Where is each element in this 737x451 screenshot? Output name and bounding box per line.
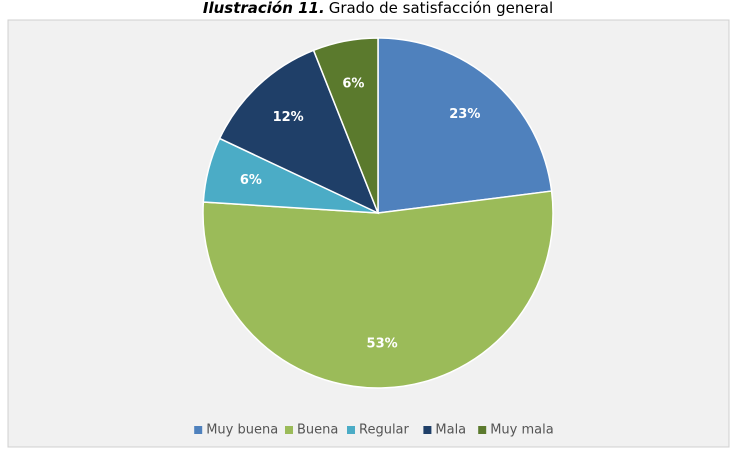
pie-slice [218,49,380,215]
chart-title: Ilustración 11. Grado de satisfacción gen… [203,0,553,17]
legend-swatch [478,426,487,434]
legend-label: Regular [359,423,410,438]
legend-label: Muy mala [490,423,554,438]
data-label: 23% [449,107,480,122]
data-label: 6% [240,173,262,188]
data-label: 12% [273,110,304,125]
pie-slice [377,37,553,214]
pie-slice [312,37,379,214]
legend-swatch [347,426,355,434]
pie-slice [202,190,554,389]
legend-label: Mala [435,423,466,438]
legend-swatch [285,426,293,434]
legend-swatch [423,426,432,434]
legend-swatch [194,426,203,434]
data-label: 6% [342,77,364,92]
data-label: 53% [367,337,398,352]
title-text: Grado de satisfacción general [329,0,553,17]
legend-label: Buena [297,423,338,438]
legend-label: Muy buena [206,423,278,438]
title-label: Ilustración 11. [203,0,325,17]
